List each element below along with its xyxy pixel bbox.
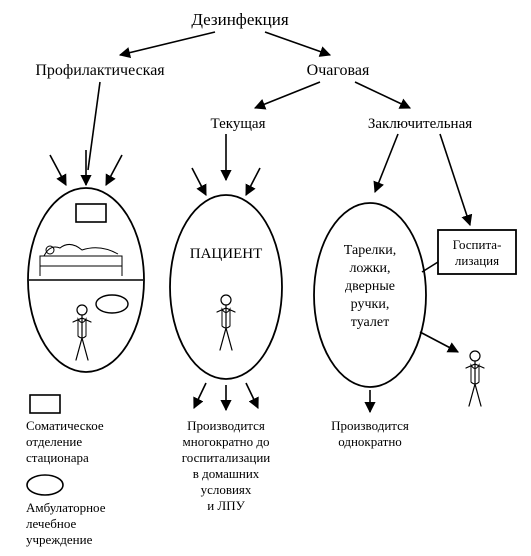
cap3-l2: однократно [338,434,402,449]
arrow-title-to-left [120,32,215,55]
arrow-items-to-human [420,332,458,352]
ellipse-prophylactic [28,150,144,372]
legend-rect-l3: стационара [26,450,89,465]
arrow-subright-to-box [440,134,470,225]
cap2-l5: условиях [201,482,252,497]
title: Дезинфекция [191,10,288,29]
cap2-l6: и ЛПУ [207,498,245,513]
items-line1: Тарелки, [344,243,396,258]
legend: Соматическое отделение стационара Амбула… [26,395,106,547]
arrow-subright-down [375,134,398,192]
hospitalization-box: Госпита- лизация [422,230,516,274]
branch-right-label: Очаговая [307,62,370,79]
branch-left-label: Профилактическая [35,62,165,79]
arrow-title-to-right [265,32,330,55]
hosp-line1: Госпита- [453,237,502,252]
arrow-right-to-subleft [255,82,320,108]
items-line3: дверные [345,279,395,294]
sub-right-label: Заключительная [368,116,472,132]
patient-label: ПАЦИЕНТ [190,246,263,262]
legend-rect-l2: отделение [26,434,82,449]
legend-ellipse-icon [27,475,63,495]
cap3-l1: Производится [331,418,409,433]
ellipse-patient: ПАЦИЕНТ [170,168,282,410]
arrow-left-down [88,82,100,170]
cap2-l2: многократно до [183,434,270,449]
caption-patient: Производится многократно до госпитализац… [182,418,271,513]
legend-rect-icon [30,395,60,413]
legend-ell-l1: Амбулаторное [26,500,106,515]
legend-ell-l2: лечебное [26,516,76,531]
disinfection-diagram: Дезинфекция Профилактическая Очаговая Те… [0,0,531,556]
items-line2: ложки, [349,261,390,276]
cap2-l1: Производится [187,418,265,433]
legend-ell-l3: учреждение [26,532,93,547]
arrow-right-to-subright [355,82,410,108]
items-line4: ручки, [351,297,390,312]
hosp-line2: лизация [455,253,499,268]
ellipse-items: Тарелки, ложки, дверные ручки, туалет [314,203,458,412]
items-line5: туалет [351,315,389,330]
human-icon [466,351,484,406]
cap2-l3: госпитализации [182,450,271,465]
caption-once: Производится однократно [331,418,409,449]
cap2-l4: в домашних [193,466,260,481]
sub-left-label: Текущая [211,116,266,132]
legend-rect-l1: Соматическое [26,418,104,433]
